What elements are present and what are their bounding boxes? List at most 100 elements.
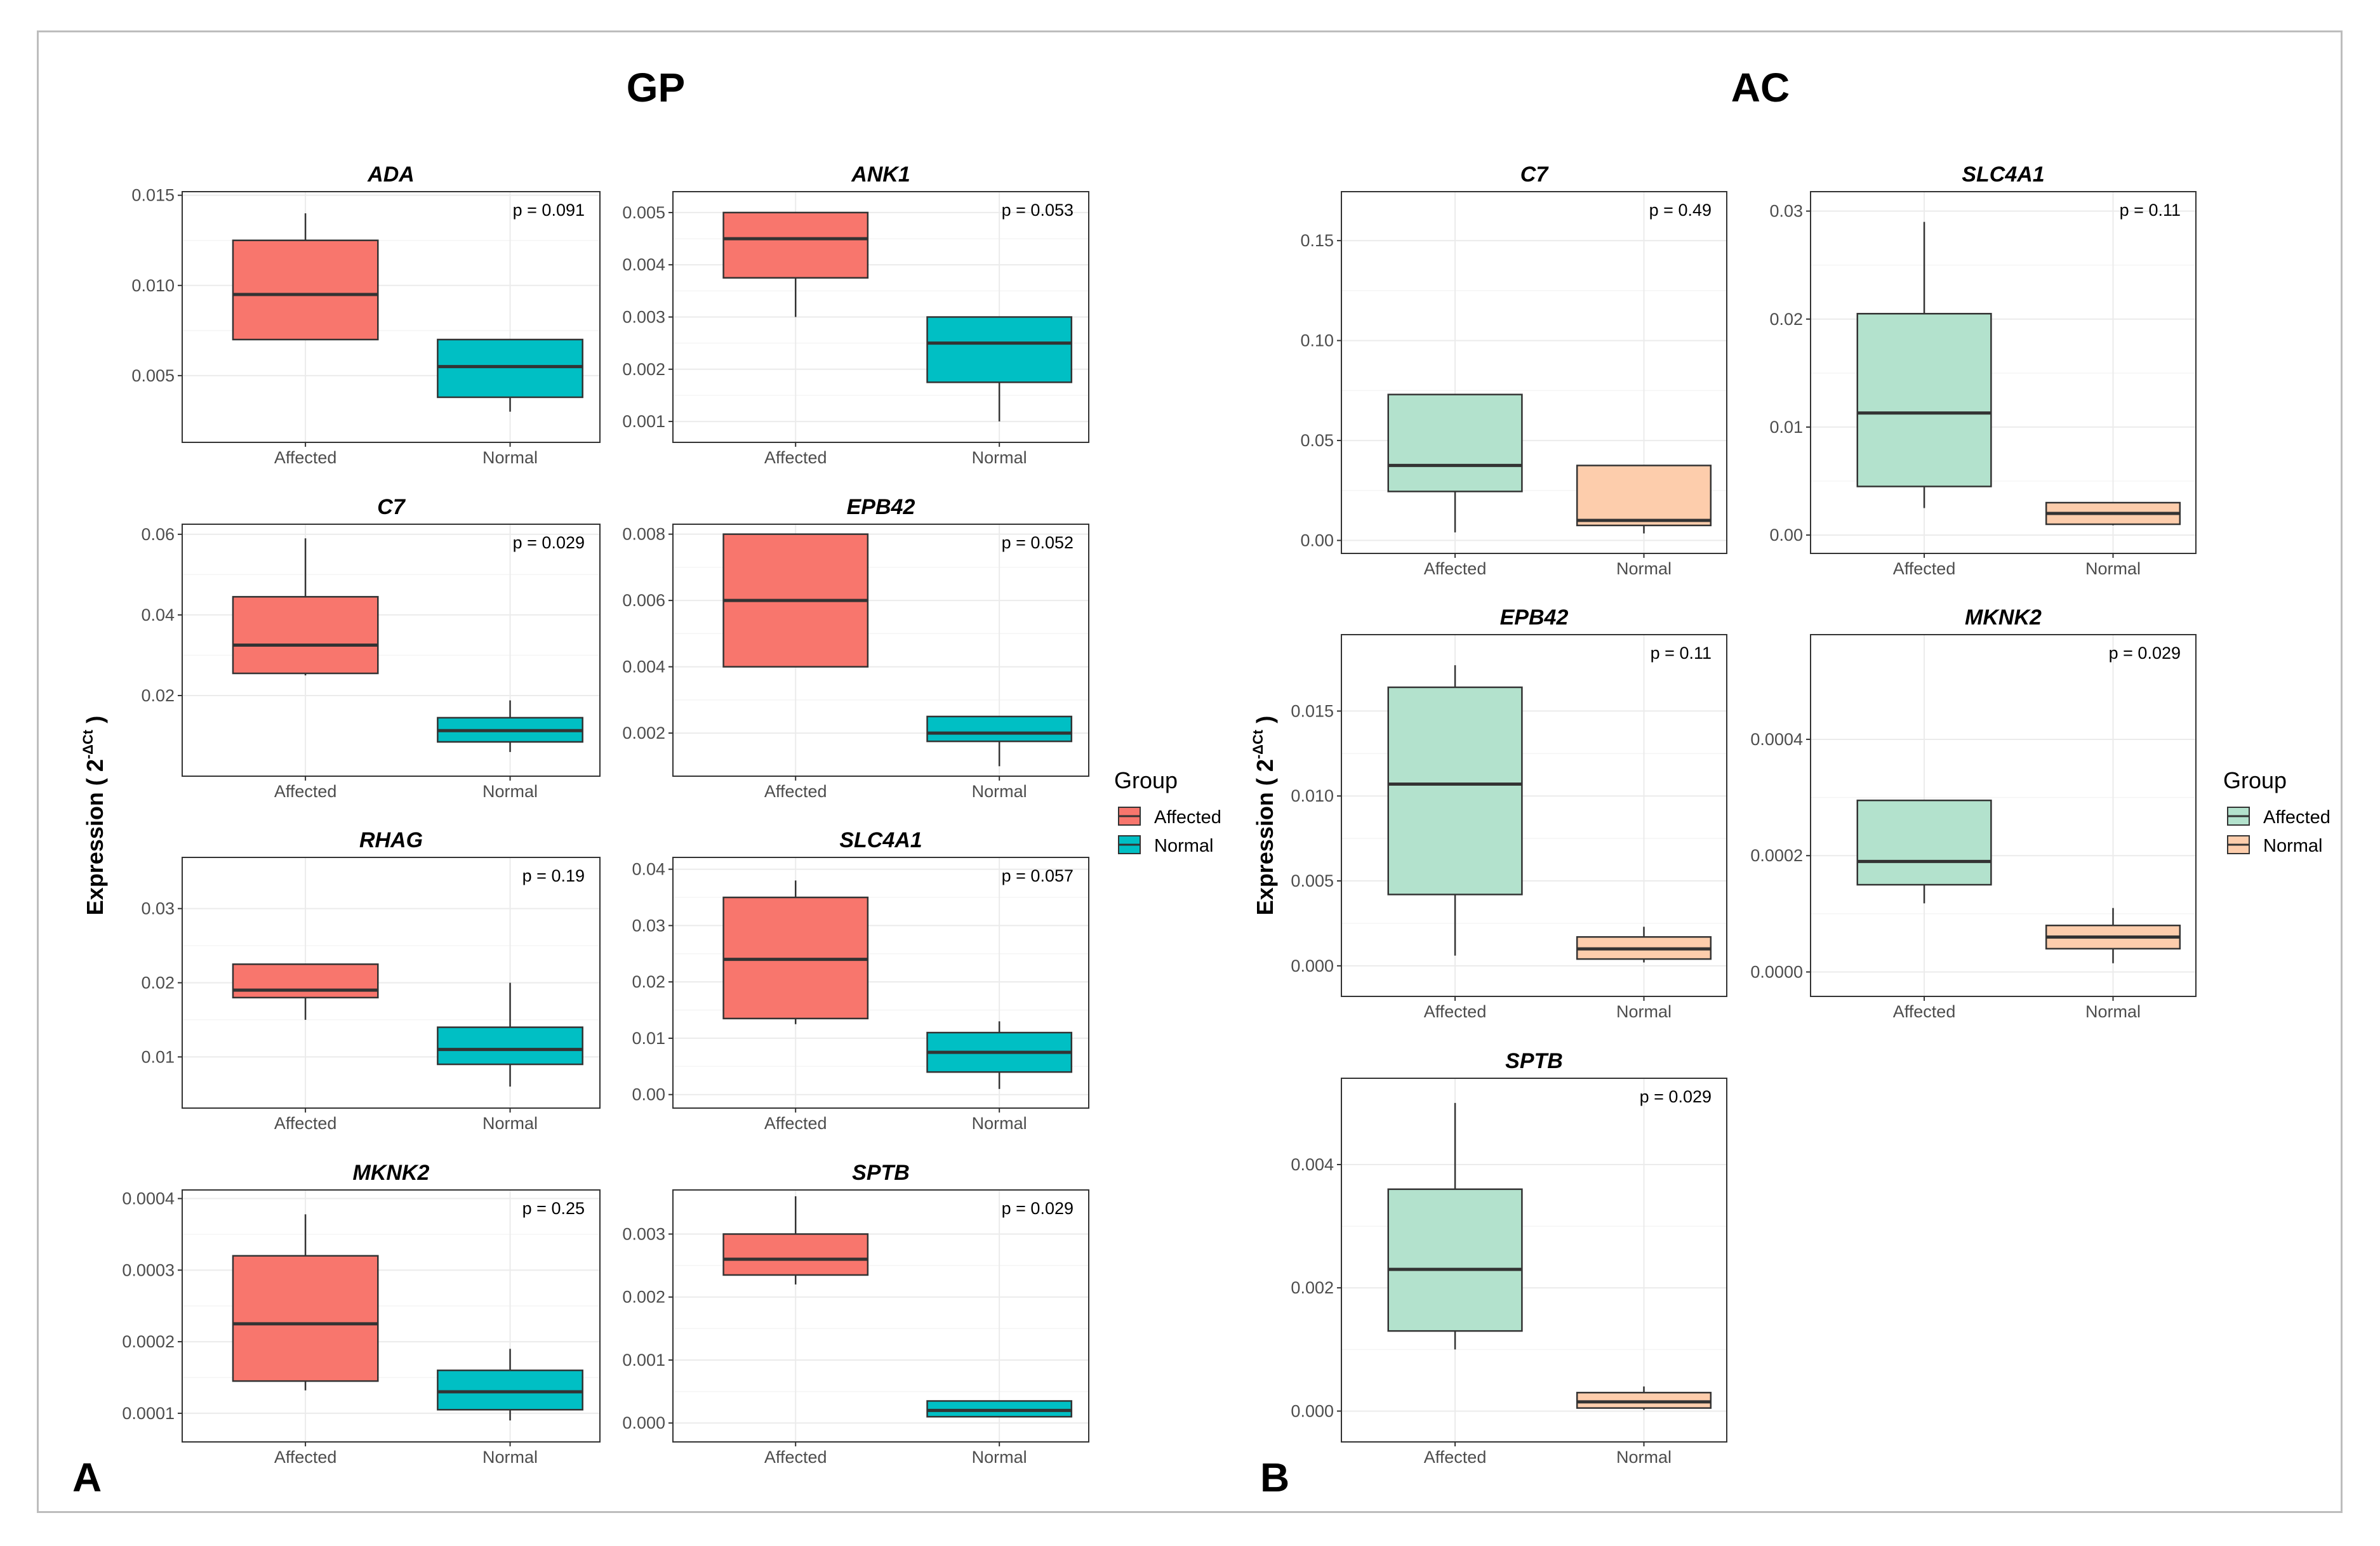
plot-border bbox=[672, 857, 1089, 1109]
y-tick-label: 0.015 bbox=[1291, 701, 1334, 720]
y-tick-label: 0.10 bbox=[1300, 331, 1334, 350]
box-iqr bbox=[437, 1026, 583, 1066]
box-iqr bbox=[1856, 799, 1992, 886]
x-tick-label: Normal bbox=[972, 782, 1027, 801]
y-tick-label: 0.0003 bbox=[122, 1260, 175, 1279]
legend-title: Group bbox=[2223, 767, 2287, 793]
facet-title: SPTB bbox=[852, 1161, 910, 1185]
facet-ac-slc4a1: 0.00 0.01 0.02 0.03 Affected Normal SLC4A1 p = … bbox=[1769, 162, 2197, 578]
y-tick-label: 0.005 bbox=[131, 366, 175, 385]
facet-gp-sptb: 0.000 0.001 0.002 0.003 Affected Normal SPTB p … bbox=[622, 1161, 1089, 1467]
box-affected bbox=[722, 880, 869, 1024]
y-tick-label: 0.002 bbox=[1291, 1278, 1334, 1297]
x-tick-label: Normal bbox=[972, 1448, 1027, 1467]
p-value-annotation: p = 0.091 bbox=[513, 201, 585, 220]
x-tick-label: Normal bbox=[972, 1114, 1027, 1133]
y-tick-label: 0.03 bbox=[141, 899, 175, 918]
facet-gp-ada: 0.005 0.010 0.015 Affected Normal ADA p = 0.09… bbox=[131, 162, 601, 467]
p-value-annotation: p = 0.25 bbox=[522, 1199, 585, 1218]
box-normal bbox=[437, 700, 583, 752]
y-tick-label: 0.01 bbox=[632, 1029, 665, 1048]
y-tick-label: 0.15 bbox=[1300, 231, 1334, 250]
p-value-annotation: p = 0.11 bbox=[1651, 644, 1712, 663]
x-tick-label: Normal bbox=[2085, 559, 2141, 578]
box-affected bbox=[1856, 221, 1992, 508]
facet-gp-slc4a1: 0.00 0.01 0.02 0.03 0.04 Affected Normal SLC4A1… bbox=[632, 828, 1089, 1133]
y-tick-label: 0.005 bbox=[622, 203, 665, 222]
box-affected bbox=[232, 1214, 379, 1391]
plot-border bbox=[182, 524, 601, 777]
box-iqr bbox=[926, 715, 1073, 743]
y-tick-label: 0.0004 bbox=[122, 1189, 175, 1208]
x-tick-label: Affected bbox=[1424, 559, 1487, 578]
p-value-annotation: p = 0.11 bbox=[2120, 201, 2181, 220]
y-axis-label-text: Expression ( 2 bbox=[1252, 759, 1278, 915]
box-affected bbox=[1856, 799, 1992, 904]
facet-ac-epb42: 0.000 0.005 0.010 0.015 Affected Normal EPB42 p… bbox=[1291, 605, 1727, 1021]
box-affected bbox=[722, 1196, 869, 1285]
y-tick-label: 0.005 bbox=[1291, 871, 1334, 890]
y-tick-label: 0.02 bbox=[141, 974, 175, 993]
facet-title: SLC4A1 bbox=[839, 828, 922, 852]
y-tick-label: 0.004 bbox=[622, 657, 665, 677]
x-tick-label: Affected bbox=[274, 1448, 337, 1467]
p-value-annotation: p = 0.029 bbox=[513, 533, 585, 552]
y-tick-label: 0.05 bbox=[1300, 431, 1334, 450]
x-tick-label: Affected bbox=[1424, 1002, 1487, 1021]
y-tick-label: 0.0000 bbox=[1750, 963, 1803, 982]
x-tick-label: Affected bbox=[764, 1448, 827, 1467]
legend-ac: Group Affected Normal bbox=[2223, 767, 2330, 856]
y-tick-label: 0.02 bbox=[141, 686, 175, 705]
legend-gp: Group Affected Normal bbox=[1114, 767, 1221, 856]
legend-label-affected: Affected bbox=[2263, 807, 2330, 828]
facet-title: SLC4A1 bbox=[1962, 162, 2044, 187]
box-normal bbox=[926, 1400, 1073, 1418]
facet-gp-rhag: 0.01 0.02 0.03 Affected Normal RHAG p = 0.19 bbox=[141, 828, 601, 1133]
x-tick-label: Affected bbox=[274, 1114, 337, 1133]
p-value-annotation: p = 0.029 bbox=[1640, 1087, 1712, 1106]
p-value-annotation: p = 0.029 bbox=[2109, 644, 2181, 663]
box-normal bbox=[2045, 501, 2181, 525]
x-tick-label: Normal bbox=[972, 448, 1027, 467]
x-tick-label: Normal bbox=[482, 782, 538, 801]
facet-ac-c7: 0.00 0.05 0.10 0.15 Affected Normal C7 p = 0.49 bbox=[1300, 162, 1727, 578]
plot-border bbox=[1341, 1078, 1727, 1443]
y-tick-label: 0.003 bbox=[622, 308, 665, 327]
y-tick-label: 0.01 bbox=[1769, 418, 1803, 437]
x-tick-label: Affected bbox=[274, 448, 337, 467]
box-normal bbox=[437, 982, 583, 1087]
panel-title-gp: GP bbox=[627, 65, 685, 110]
y-tick-label: 0.004 bbox=[1291, 1155, 1334, 1174]
x-tick-label: Normal bbox=[482, 1448, 538, 1467]
y-tick-label: 0.002 bbox=[622, 723, 665, 743]
y-tick-label: 0.002 bbox=[622, 1288, 665, 1307]
panel-title-ac: AC bbox=[1731, 65, 1790, 110]
facet-title: RHAG bbox=[359, 828, 423, 852]
y-tick-label: 0.0001 bbox=[122, 1404, 175, 1423]
y-tick-label: 0.003 bbox=[622, 1224, 665, 1243]
x-tick-label: Normal bbox=[1616, 559, 1672, 578]
legend-label-normal: Normal bbox=[2263, 836, 2322, 856]
y-tick-label: 0.010 bbox=[1291, 786, 1334, 805]
plot-border bbox=[182, 191, 601, 443]
box-normal bbox=[926, 715, 1073, 767]
box-iqr bbox=[232, 239, 379, 341]
x-tick-label: Normal bbox=[1616, 1002, 1672, 1021]
y-tick-label: 0.00 bbox=[1769, 525, 1803, 545]
box-affected bbox=[232, 538, 379, 676]
box-affected bbox=[1387, 665, 1523, 956]
x-tick-label: Normal bbox=[482, 1114, 538, 1133]
plot-border bbox=[1810, 191, 2197, 554]
x-tick-label: Affected bbox=[764, 1114, 827, 1133]
y-tick-label: 0.00 bbox=[632, 1085, 665, 1104]
y-tick-label: 0.0002 bbox=[1750, 846, 1803, 865]
x-tick-label: Affected bbox=[1893, 1002, 1956, 1021]
plot-border bbox=[1341, 191, 1727, 554]
figure-border bbox=[37, 30, 2343, 1513]
y-tick-label: 0.000 bbox=[1291, 956, 1334, 975]
p-value-annotation: p = 0.053 bbox=[1002, 201, 1074, 220]
box-normal bbox=[437, 1349, 583, 1421]
x-tick-label: Affected bbox=[1893, 559, 1956, 578]
y-tick-label: 0.00 bbox=[1300, 531, 1334, 550]
